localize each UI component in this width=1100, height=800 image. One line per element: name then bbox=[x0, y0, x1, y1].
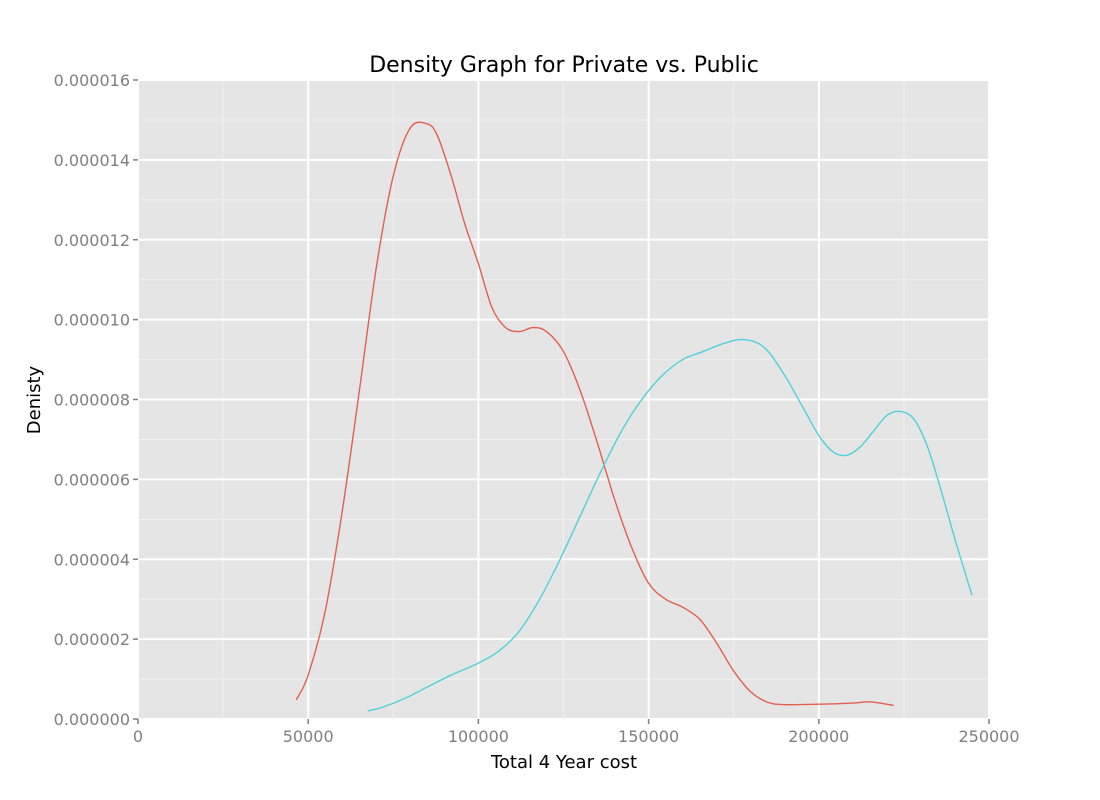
y-axis: 0.000000 0.000002 0.000004 0.000006 0.000008… bbox=[54, 71, 138, 729]
y-axis-title: Denisty bbox=[24, 365, 45, 434]
y-tick-label: 0.000000 bbox=[54, 710, 130, 729]
x-tick-label: 100000 bbox=[448, 727, 509, 746]
x-tick-label: 0 bbox=[133, 727, 143, 746]
y-tick-label: 0.000012 bbox=[54, 231, 130, 250]
y-tick-label: 0.000002 bbox=[54, 630, 130, 649]
x-tick-label: 200000 bbox=[788, 727, 849, 746]
y-tick-label: 0.000016 bbox=[54, 71, 130, 90]
series-red-line bbox=[295, 121, 894, 707]
y-tick-label: 0.000006 bbox=[54, 470, 130, 489]
y-tick-label: 0.000010 bbox=[54, 311, 130, 330]
chart-title: Density Graph for Private vs. Public bbox=[369, 53, 759, 78]
series-cyan-line bbox=[367, 338, 973, 712]
series-layer bbox=[295, 121, 973, 712]
x-tick-label: 50000 bbox=[283, 727, 334, 746]
x-tick-label: 250000 bbox=[958, 727, 1019, 746]
x-axis-title: Total 4 Year cost bbox=[490, 752, 637, 773]
x-axis: 0 50000 100000 150000 200000 250000 bbox=[133, 719, 1020, 746]
x-tick-label: 150000 bbox=[618, 727, 679, 746]
y-tick-label: 0.000008 bbox=[54, 391, 130, 410]
y-tick-label: 0.000014 bbox=[54, 151, 130, 170]
y-tick-label: 0.000004 bbox=[54, 550, 130, 569]
